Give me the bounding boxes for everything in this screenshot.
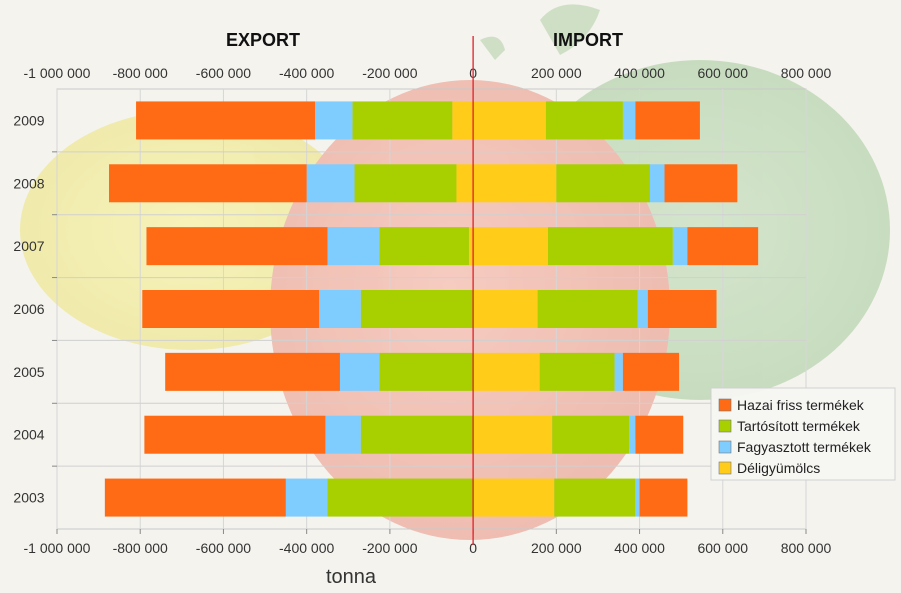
export-title: EXPORT	[226, 30, 300, 50]
x-tick-label-top: -1 000 000	[24, 65, 91, 81]
y-category-label: 2007	[13, 238, 44, 254]
bar-import-segment	[473, 101, 546, 140]
bar-export-segment	[352, 101, 453, 140]
bar-export-segment	[146, 227, 328, 266]
bar-export-segment	[109, 164, 307, 203]
bar-import-segment	[537, 290, 638, 328]
bar-import-segment	[622, 101, 636, 140]
y-category-label: 2004	[13, 427, 44, 443]
bar-import-segment	[539, 352, 615, 391]
bar-import-segment	[473, 164, 557, 203]
legend: Hazai friss termékek Tartósított termékek…	[710, 387, 896, 481]
x-tick-label-top: -400 000	[279, 65, 334, 81]
x-tick-label-top: -600 000	[196, 65, 251, 81]
bar-import-segment	[664, 164, 738, 203]
bar-import-segment	[473, 478, 555, 517]
bar-import-segment	[554, 478, 636, 517]
bar-export-segment	[306, 164, 355, 203]
legend-swatch	[718, 398, 732, 412]
x-tick-label-bottom: -400 000	[279, 540, 334, 556]
bar-export-segment	[142, 290, 320, 328]
y-category-label: 2003	[13, 490, 44, 506]
bar-import-segment	[635, 478, 640, 517]
bar-export-segment	[136, 101, 315, 140]
y-category-label: 2008	[13, 175, 44, 191]
bar-export-segment	[452, 101, 474, 140]
bar-export-segment	[468, 227, 474, 266]
x-tick-label-bottom: -800 000	[113, 540, 168, 556]
bar-import-segment	[473, 415, 553, 454]
bar-export-segment	[379, 352, 474, 391]
bar-import-segment	[635, 101, 700, 140]
x-tick-label-bottom: 400 000	[614, 540, 665, 556]
x-tick-label-top: 200 000	[531, 65, 582, 81]
x-tick-label-top: -200 000	[362, 65, 417, 81]
x-tick-label-bottom: 0	[469, 540, 477, 556]
bar-import-segment	[548, 227, 673, 266]
x-tick-label-bottom: 600 000	[697, 540, 748, 556]
bar-export-segment	[104, 478, 286, 517]
legend-swatch	[718, 461, 732, 475]
bar-import-segment	[672, 227, 688, 266]
bar-import-segment	[687, 227, 759, 266]
bar-export-segment	[327, 227, 380, 266]
x-tick-label-bottom: -200 000	[362, 540, 417, 556]
x-tick-label-top: 400 000	[614, 65, 665, 81]
legend-swatch	[718, 419, 732, 433]
legend-label: Hazai friss termékek	[737, 397, 865, 413]
import-title: IMPORT	[553, 30, 623, 50]
bar-import-segment	[473, 227, 549, 266]
bar-import-segment	[556, 164, 650, 203]
bar-export-segment	[327, 478, 474, 517]
bar-import-segment	[629, 415, 636, 454]
bar-area	[104, 101, 759, 517]
legend-box	[710, 387, 896, 481]
x-tick-label-bottom: 200 000	[531, 540, 582, 556]
x-tick-label-top: -800 000	[113, 65, 168, 81]
y-category-label: 2006	[13, 301, 44, 317]
x-axis-title: tonna	[326, 566, 377, 588]
legend-swatch	[718, 440, 732, 454]
bar-import-segment	[639, 478, 688, 517]
x-tick-label-bottom: -1 000 000	[24, 540, 91, 556]
bar-export-segment	[319, 290, 361, 328]
x-tick-label-top: 600 000	[697, 65, 748, 81]
bar-import-segment	[637, 290, 648, 328]
legend-label: Déligyümölcs	[737, 460, 820, 476]
bar-import-segment	[622, 352, 680, 391]
bar-export-segment	[144, 415, 326, 454]
y-category-label: 2009	[13, 112, 44, 128]
x-tick-label-bottom: 800 000	[781, 540, 832, 556]
x-tick-label-top: 800 000	[781, 65, 832, 81]
bar-import-segment	[473, 290, 538, 328]
bar-export-segment	[165, 352, 340, 391]
bar-export-segment	[456, 164, 474, 203]
bar-export-segment	[314, 101, 353, 140]
x-tick-label-bottom: -600 000	[196, 540, 251, 556]
bar-import-segment	[647, 290, 717, 328]
y-category-label: 2005	[13, 364, 44, 380]
bar-export-segment	[360, 415, 474, 454]
bar-export-segment	[285, 478, 328, 517]
bar-import-segment	[649, 164, 665, 203]
bar-import-segment	[473, 352, 540, 391]
bar-import-segment	[635, 415, 684, 454]
axes: -1 000 000 -1 000 000 -800 000 -800 000 -600…	[13, 36, 832, 556]
bar-export-segment	[360, 290, 474, 328]
legend-label: Fagyasztott termékek	[737, 439, 872, 455]
bar-import-segment	[614, 352, 623, 391]
bar-import-segment	[552, 415, 630, 454]
bar-import-segment	[545, 101, 623, 140]
bar-export-segment	[379, 227, 469, 266]
legend-label: Tartósított termékek	[737, 418, 861, 434]
bar-export-segment	[325, 415, 361, 454]
bar-export-segment	[339, 352, 380, 391]
bar-export-segment	[354, 164, 457, 203]
